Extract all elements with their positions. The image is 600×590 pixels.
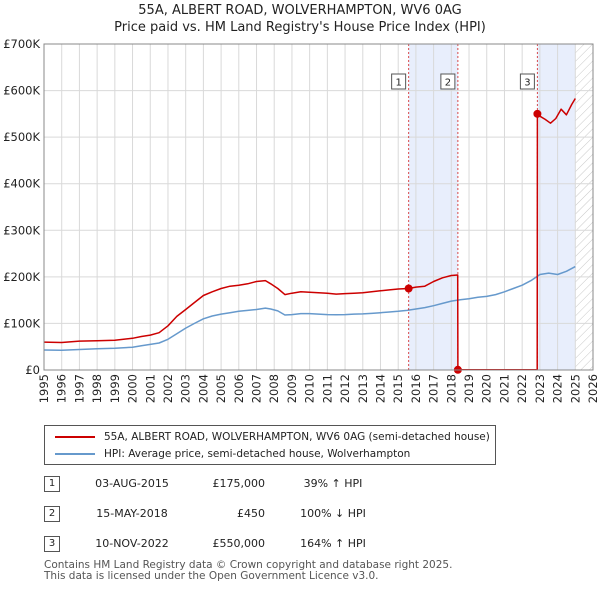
transaction-number-badge: 2 (44, 506, 60, 522)
x-tick-label: 2025 (568, 374, 582, 403)
x-tick-label: 2016 (409, 374, 423, 403)
legend-item-hpi: HPI: Average price, semi-detached house,… (55, 446, 410, 462)
shaded-period (537, 44, 576, 370)
x-tick-label: 2026 (586, 374, 600, 403)
y-tick-label: £300K (3, 223, 40, 237)
transaction-date: 03-AUG-2015 (95, 477, 169, 490)
y-tick-label: £600K (3, 84, 40, 98)
x-tick-label: 2009 (285, 374, 299, 403)
title-line-2: Price paid vs. HM Land Registry's House … (114, 20, 486, 35)
x-tick-label: 2002 (161, 374, 175, 403)
y-tick-label: £500K (3, 130, 40, 144)
x-tick-label: 2007 (250, 374, 264, 403)
x-tick-label: 2012 (338, 374, 352, 403)
transaction-date: 15-MAY-2018 (96, 507, 168, 520)
x-tick-label: 2022 (515, 374, 529, 403)
x-tick-label: 2010 (303, 374, 317, 403)
transaction-price: £450 (237, 507, 265, 520)
x-tick-label: 2008 (267, 374, 281, 403)
transaction-number-badge: 1 (44, 476, 60, 492)
marker-label-2: 2 (445, 78, 451, 89)
y-tick-label: £200K (3, 270, 40, 284)
table-row: 1 03-AUG-2015 £175,000 39% ↑ HPI (44, 476, 464, 493)
marker-label-1: 1 (395, 78, 401, 89)
x-tick-label: 2004 (196, 374, 210, 403)
x-tick-label: 2020 (480, 374, 494, 403)
hatched-future-region (575, 44, 593, 370)
x-tick-label: 2023 (533, 374, 547, 403)
x-tick-label: 1996 (55, 374, 69, 403)
x-tick-label: 2001 (143, 374, 157, 403)
series-line-hpi (43, 265, 576, 351)
transaction-number-badge: 3 (44, 536, 60, 552)
transaction-hpi-change: 39% ↑ HPI (303, 477, 363, 490)
x-tick-label: 2003 (179, 374, 193, 403)
transaction-date: 10-NOV-2022 (95, 537, 169, 550)
x-tick-label: 2000 (126, 374, 140, 403)
footer-attribution: Contains HM Land Registry data © Crown c… (44, 560, 452, 582)
x-tick-label: 1995 (37, 374, 51, 403)
transaction-hpi-change: 100% ↓ HPI (300, 507, 366, 520)
legend: 55A, ALBERT ROAD, WOLVERHAMPTON, WV6 0AG… (44, 425, 496, 465)
legend-label-hpi: HPI: Average price, semi-detached house,… (104, 448, 411, 460)
x-tick-label: 2018 (444, 374, 458, 403)
plot-background (44, 44, 593, 370)
x-tick-label: 2021 (497, 374, 511, 403)
x-tick-label: 2024 (551, 374, 565, 403)
legend-swatch-hpi (55, 453, 95, 455)
x-tick-label: 2011 (320, 374, 334, 403)
y-tick-label: £100K (3, 316, 40, 330)
y-tick-label: £400K (3, 177, 40, 191)
x-tick-label: 2017 (427, 374, 441, 403)
marker-label-3: 3 (524, 78, 530, 89)
x-tick-label: 2005 (214, 374, 228, 403)
table-row: 2 15-MAY-2018 £450 100% ↓ HPI (44, 506, 464, 523)
marker-box-1 (391, 73, 407, 90)
footer-line-2: This data is licensed under the Open Gov… (44, 570, 379, 582)
legend-label-property: 55A, ALBERT ROAD, WOLVERHAMPTON, WV6 0AG… (104, 431, 490, 443)
legend-item-property: 55A, ALBERT ROAD, WOLVERHAMPTON, WV6 0AG… (55, 429, 490, 445)
plot-frame (43, 43, 594, 371)
x-tick-label: 1998 (90, 374, 104, 403)
transaction-price: £550,000 (212, 537, 266, 550)
marker-box-2 (440, 73, 456, 90)
footer-line-1: Contains HM Land Registry data © Crown c… (44, 559, 453, 571)
transaction-price: £175,000 (212, 477, 266, 490)
x-tick-label: 2019 (462, 374, 476, 403)
y-tick-label: £0 (25, 363, 40, 377)
title-line-1: 55A, ALBERT ROAD, WOLVERHAMPTON, WV6 0AG (138, 3, 462, 18)
x-tick-label: 2006 (232, 374, 246, 403)
chart-title: 55A, ALBERT ROAD, WOLVERHAMPTON, WV6 0AG… (0, 2, 600, 36)
x-tick-label: 1997 (72, 374, 86, 403)
marker-box-3 (519, 73, 535, 90)
x-tick-label: 2013 (356, 374, 370, 403)
table-row: 3 10-NOV-2022 £550,000 164% ↑ HPI (44, 536, 464, 553)
transaction-hpi-change: 164% ↑ HPI (300, 537, 366, 550)
x-tick-label: 1999 (108, 374, 122, 403)
x-tick-label: 2014 (373, 374, 387, 403)
sale-point-1 (404, 284, 413, 293)
y-tick-label: £700K (3, 37, 40, 51)
price-chart: 1 2 3 £0 £100K £200K £300K £400K £500K £600K £700… (3, 37, 600, 403)
x-tick-label: 2015 (391, 374, 405, 403)
sale-point-3 (533, 109, 542, 118)
legend-swatch-property (55, 436, 95, 438)
